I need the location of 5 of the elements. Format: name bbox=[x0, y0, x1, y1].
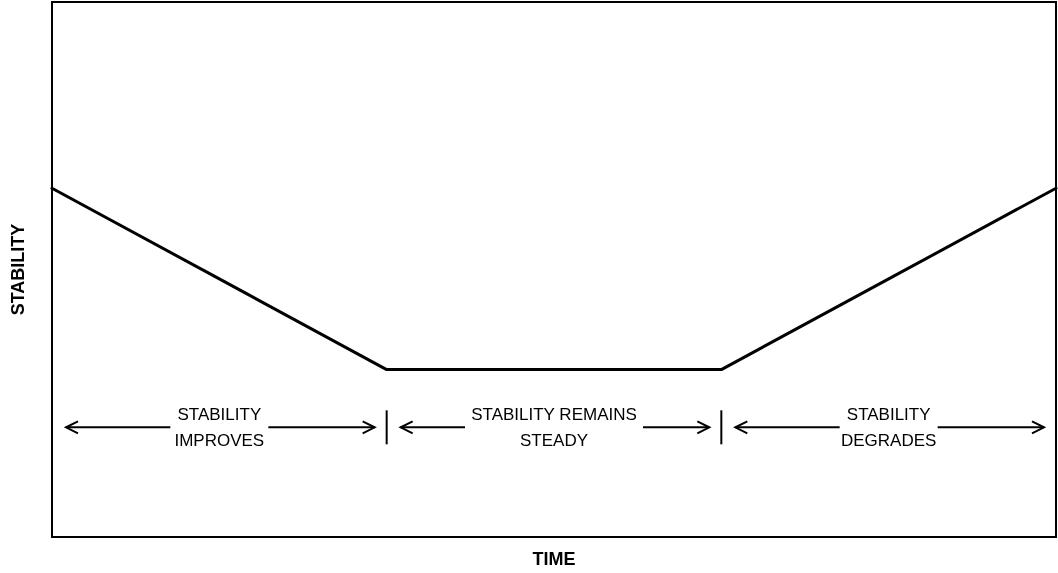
annotation: STABILITY IMPROVES bbox=[174, 404, 265, 450]
annotation: STABILITY REMAINS STEADY bbox=[471, 404, 637, 450]
annotation: STABILITY DEGRADES bbox=[840, 404, 937, 450]
y-axis-title: STABILITY bbox=[8, 223, 28, 316]
x-axis-title: TIME bbox=[532, 549, 576, 569]
